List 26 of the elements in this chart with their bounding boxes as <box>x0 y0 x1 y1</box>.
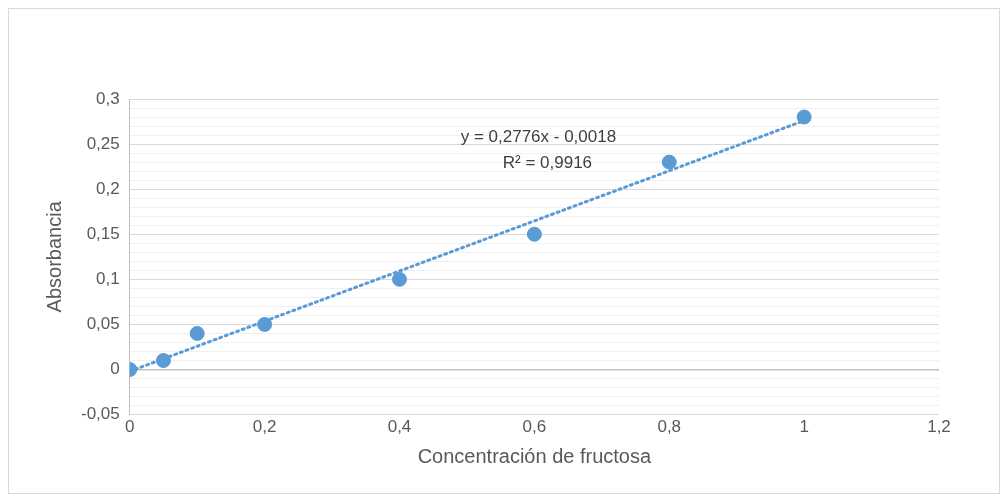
y-tick-label: 0,3 <box>96 88 120 108</box>
y-tick-label: 0 <box>110 359 120 379</box>
point <box>392 271 407 287</box>
y-tick-label: 0,1 <box>96 269 120 289</box>
point <box>796 109 812 125</box>
x-tick-label: 0,2 <box>252 417 277 437</box>
point <box>661 154 677 170</box>
annotation: y = 0,2776x - 0,0018 <box>460 126 617 146</box>
x-tick-label: 0,4 <box>387 417 412 437</box>
x-tick-label: 0,8 <box>657 417 682 437</box>
y-tick-label: 0,05 <box>86 314 120 334</box>
y-tick-label: 0,25 <box>86 133 120 153</box>
y-tick-label: 0,2 <box>96 178 120 198</box>
point <box>155 353 171 368</box>
x-tick-label: 1,2 <box>927 417 951 437</box>
y-tick-label: -0,05 <box>81 404 120 424</box>
x-tick-label: 1 <box>799 417 809 437</box>
point <box>526 226 542 242</box>
x-axis-title: Concentración de fructosa <box>417 444 652 467</box>
x-tick-label: 0 <box>125 417 135 437</box>
y-axis-title: Absorbancia <box>42 200 65 313</box>
point <box>189 325 205 341</box>
annotation: R² = 0,9916 <box>502 152 593 172</box>
point <box>257 316 273 332</box>
y-tick-label: 0,15 <box>86 223 120 243</box>
x-tick-label: 0,6 <box>522 417 547 437</box>
